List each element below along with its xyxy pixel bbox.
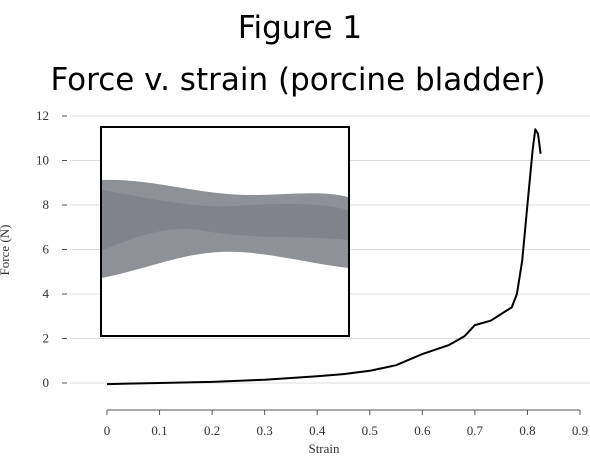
x-tick-label: 0.6 [414,423,431,438]
x-tick-label: 0.2 [204,423,220,438]
x-tick-label: 0.7 [467,423,484,438]
y-tick-label: 2 [43,331,50,346]
y-axis-label: Force (N) [0,225,12,276]
x-tick-label: 0.3 [257,423,273,438]
x-tick-label: 0.4 [309,423,326,438]
x-axis-label: Strain [308,441,340,456]
x-tick-label: 0.1 [151,423,167,438]
x-tick-label: 0.5 [362,423,378,438]
chart-title: Figure 1 [238,10,362,46]
y-tick-label: 0 [43,375,50,390]
x-tick-label: 0 [104,423,111,438]
y-tick-label: 6 [43,242,50,257]
y-tick-label: 10 [36,153,49,168]
chart-subtitle: Force v. strain (porcine bladder) [50,62,545,98]
data-line [106,128,542,386]
inset-photo [100,126,350,337]
y-tick-label: 8 [43,197,50,212]
x-tick-label: 0.8 [519,423,535,438]
y-tick-label: 4 [43,286,50,301]
y-tick-label: 12 [36,108,49,123]
x-tick-label: 0.9 [572,423,588,438]
